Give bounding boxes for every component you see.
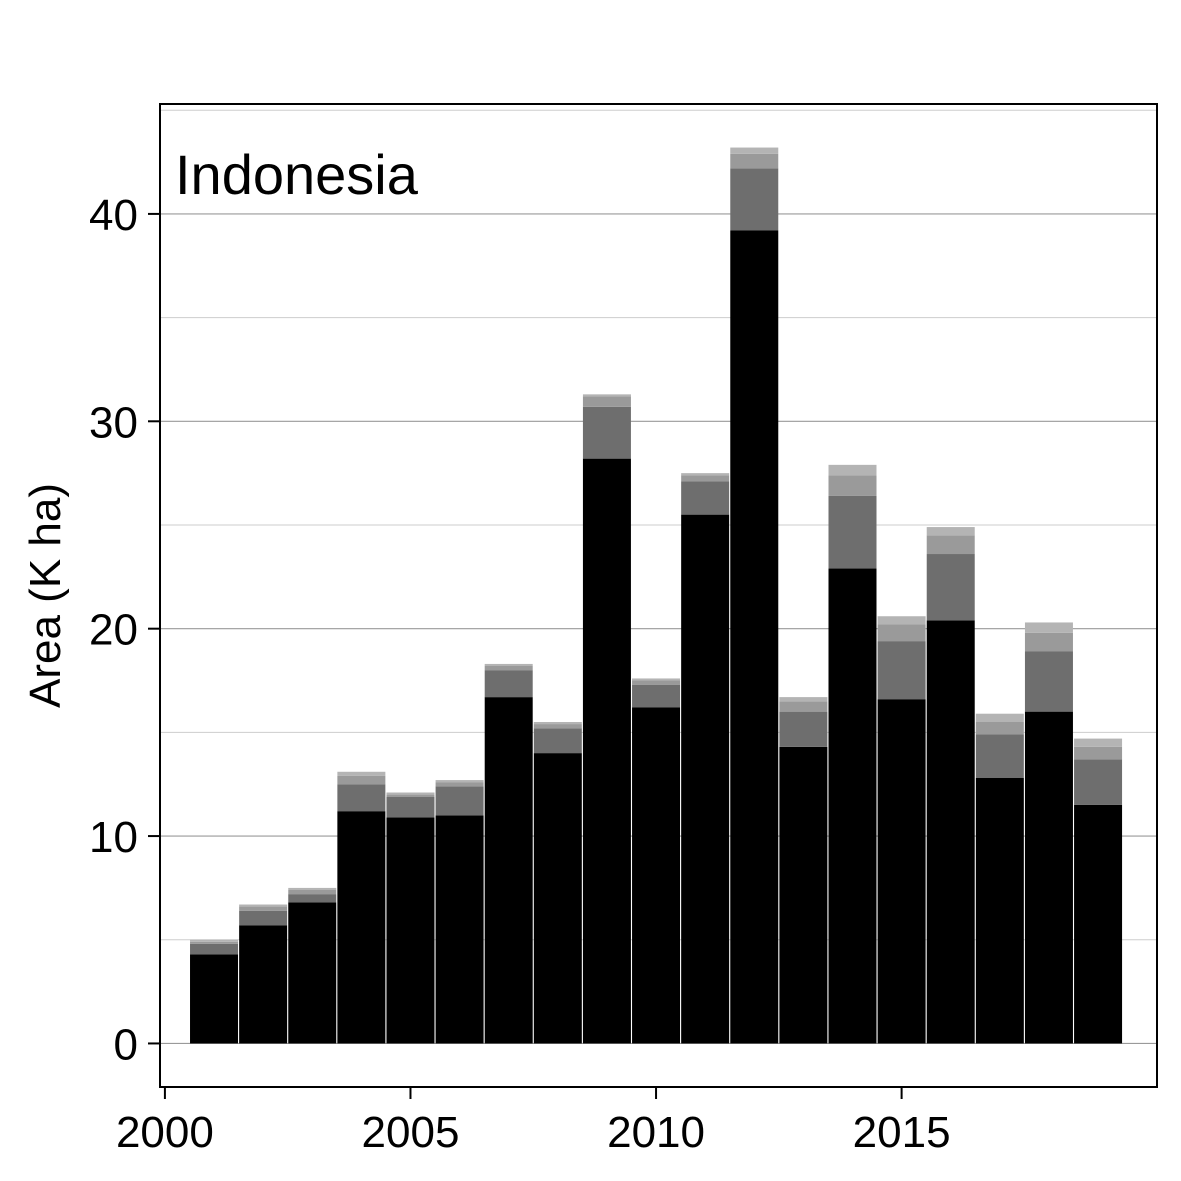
bar-segment-2012-3 [730,153,779,169]
plot-frame [159,103,1158,1088]
chart-title: Indonesia [175,143,419,206]
bar-segment-2012-4 [730,147,779,154]
bar-segment-2014-4 [828,464,877,476]
y-tick-label: 30 [89,398,138,447]
bar-segment-2010-4 [632,678,681,681]
bar-segment-2002-2 [239,910,288,926]
bar-segment-2007-3 [484,666,533,671]
bar-segment-2010-1 [632,707,681,1044]
bar-segment-2002-3 [239,906,288,911]
bar-segment-2013-2 [779,711,828,747]
bar-segment-2015-1 [877,699,926,1044]
bar-segment-2004-2 [337,784,386,812]
bar-segment-2017-1 [975,777,1024,1044]
bar-segment-2004-4 [337,771,386,776]
bar-segment-2007-1 [484,697,533,1044]
bar-segment-2001-4 [190,939,239,942]
bar-segment-2015-3 [877,624,926,642]
bar-segment-2003-4 [288,887,337,890]
bar-segment-2009-4 [582,394,631,397]
bar-segment-2005-1 [386,817,435,1044]
bar-segment-2011-4 [681,473,730,476]
bar-segment-2010-2 [632,684,681,708]
x-tick-label: 2000 [116,1108,214,1157]
bar-segment-2015-4 [877,616,926,625]
bar-segment-2009-2 [582,406,631,459]
bar-segment-2018-2 [1024,651,1073,712]
bar-segment-2008-4 [533,722,582,725]
bar-segment-2005-4 [386,792,435,795]
bar-segment-2018-3 [1024,632,1073,652]
bar-segment-2003-3 [288,889,337,895]
bar-segment-2011-2 [681,481,730,515]
bar-segment-2001-2 [190,943,239,955]
bar-segment-2005-2 [386,796,435,818]
bar-segment-2012-1 [730,230,779,1044]
bar-segment-2015-2 [877,641,926,700]
bar-segment-2012-2 [730,168,779,231]
bar-segment-2011-1 [681,514,730,1044]
bar-segment-2016-3 [926,535,975,555]
bar-segment-2001-3 [190,941,239,944]
bar-segment-2007-4 [484,663,533,667]
x-tick-label: 2005 [362,1108,460,1157]
bar-segment-2008-3 [533,724,582,729]
bar-segment-2010-3 [632,680,681,685]
bar-segment-2006-4 [435,780,484,783]
bar-segment-2002-1 [239,925,288,1044]
bar-segment-2004-3 [337,775,386,785]
bar-segment-2008-1 [533,753,582,1044]
bar-segment-2017-4 [975,713,1024,723]
bar-segment-2001-1 [190,954,239,1044]
y-axis-label: Area (K ha) [21,483,70,708]
bar-segment-2016-1 [926,620,975,1044]
bar-segment-2003-2 [288,894,337,903]
bar-segment-2014-2 [828,495,877,569]
bar-segment-2008-2 [533,728,582,754]
bar-segment-2018-4 [1024,622,1073,633]
bar-segment-2013-1 [779,746,828,1044]
bar-segment-2007-2 [484,670,533,698]
x-tick-label: 2010 [607,1108,705,1157]
bar-segment-2009-3 [582,396,631,407]
y-tick-label: 40 [89,191,138,240]
bar-segment-2006-1 [435,815,484,1044]
bar-segment-2013-4 [779,697,828,702]
bar-segment-2014-3 [828,475,877,496]
bar-segment-2014-1 [828,568,877,1044]
bar-segment-2017-3 [975,722,1024,735]
bar-segment-2002-4 [239,904,288,907]
bar-segment-2019-2 [1074,759,1123,805]
axis-ticks: 0 10 20 30 40 2000 2005 2010 2015 [89,191,951,1157]
bar-segment-2019-4 [1074,738,1123,747]
bars [190,147,1123,1044]
bar-segment-2016-4 [926,527,975,536]
bar-segment-2003-1 [288,902,337,1044]
y-tick-label: 10 [89,813,138,862]
bar-segment-2013-3 [779,701,828,712]
bar-segment-2019-1 [1074,804,1123,1044]
bar-segment-2016-2 [926,554,975,621]
bar-segment-2011-3 [681,475,730,482]
bar-segment-2019-3 [1074,746,1123,760]
y-tick-label: 0 [114,1020,138,1069]
x-tick-label: 2015 [853,1108,951,1157]
bar-segment-2006-3 [435,782,484,787]
bar-segment-2006-2 [435,786,484,816]
bar-segment-2009-1 [582,458,631,1044]
y-tick-label: 20 [89,606,138,655]
bar-segment-2004-1 [337,811,386,1044]
bar-segment-2017-2 [975,734,1024,778]
bar-segment-2005-3 [386,794,435,797]
bar-segment-2018-1 [1024,711,1073,1044]
